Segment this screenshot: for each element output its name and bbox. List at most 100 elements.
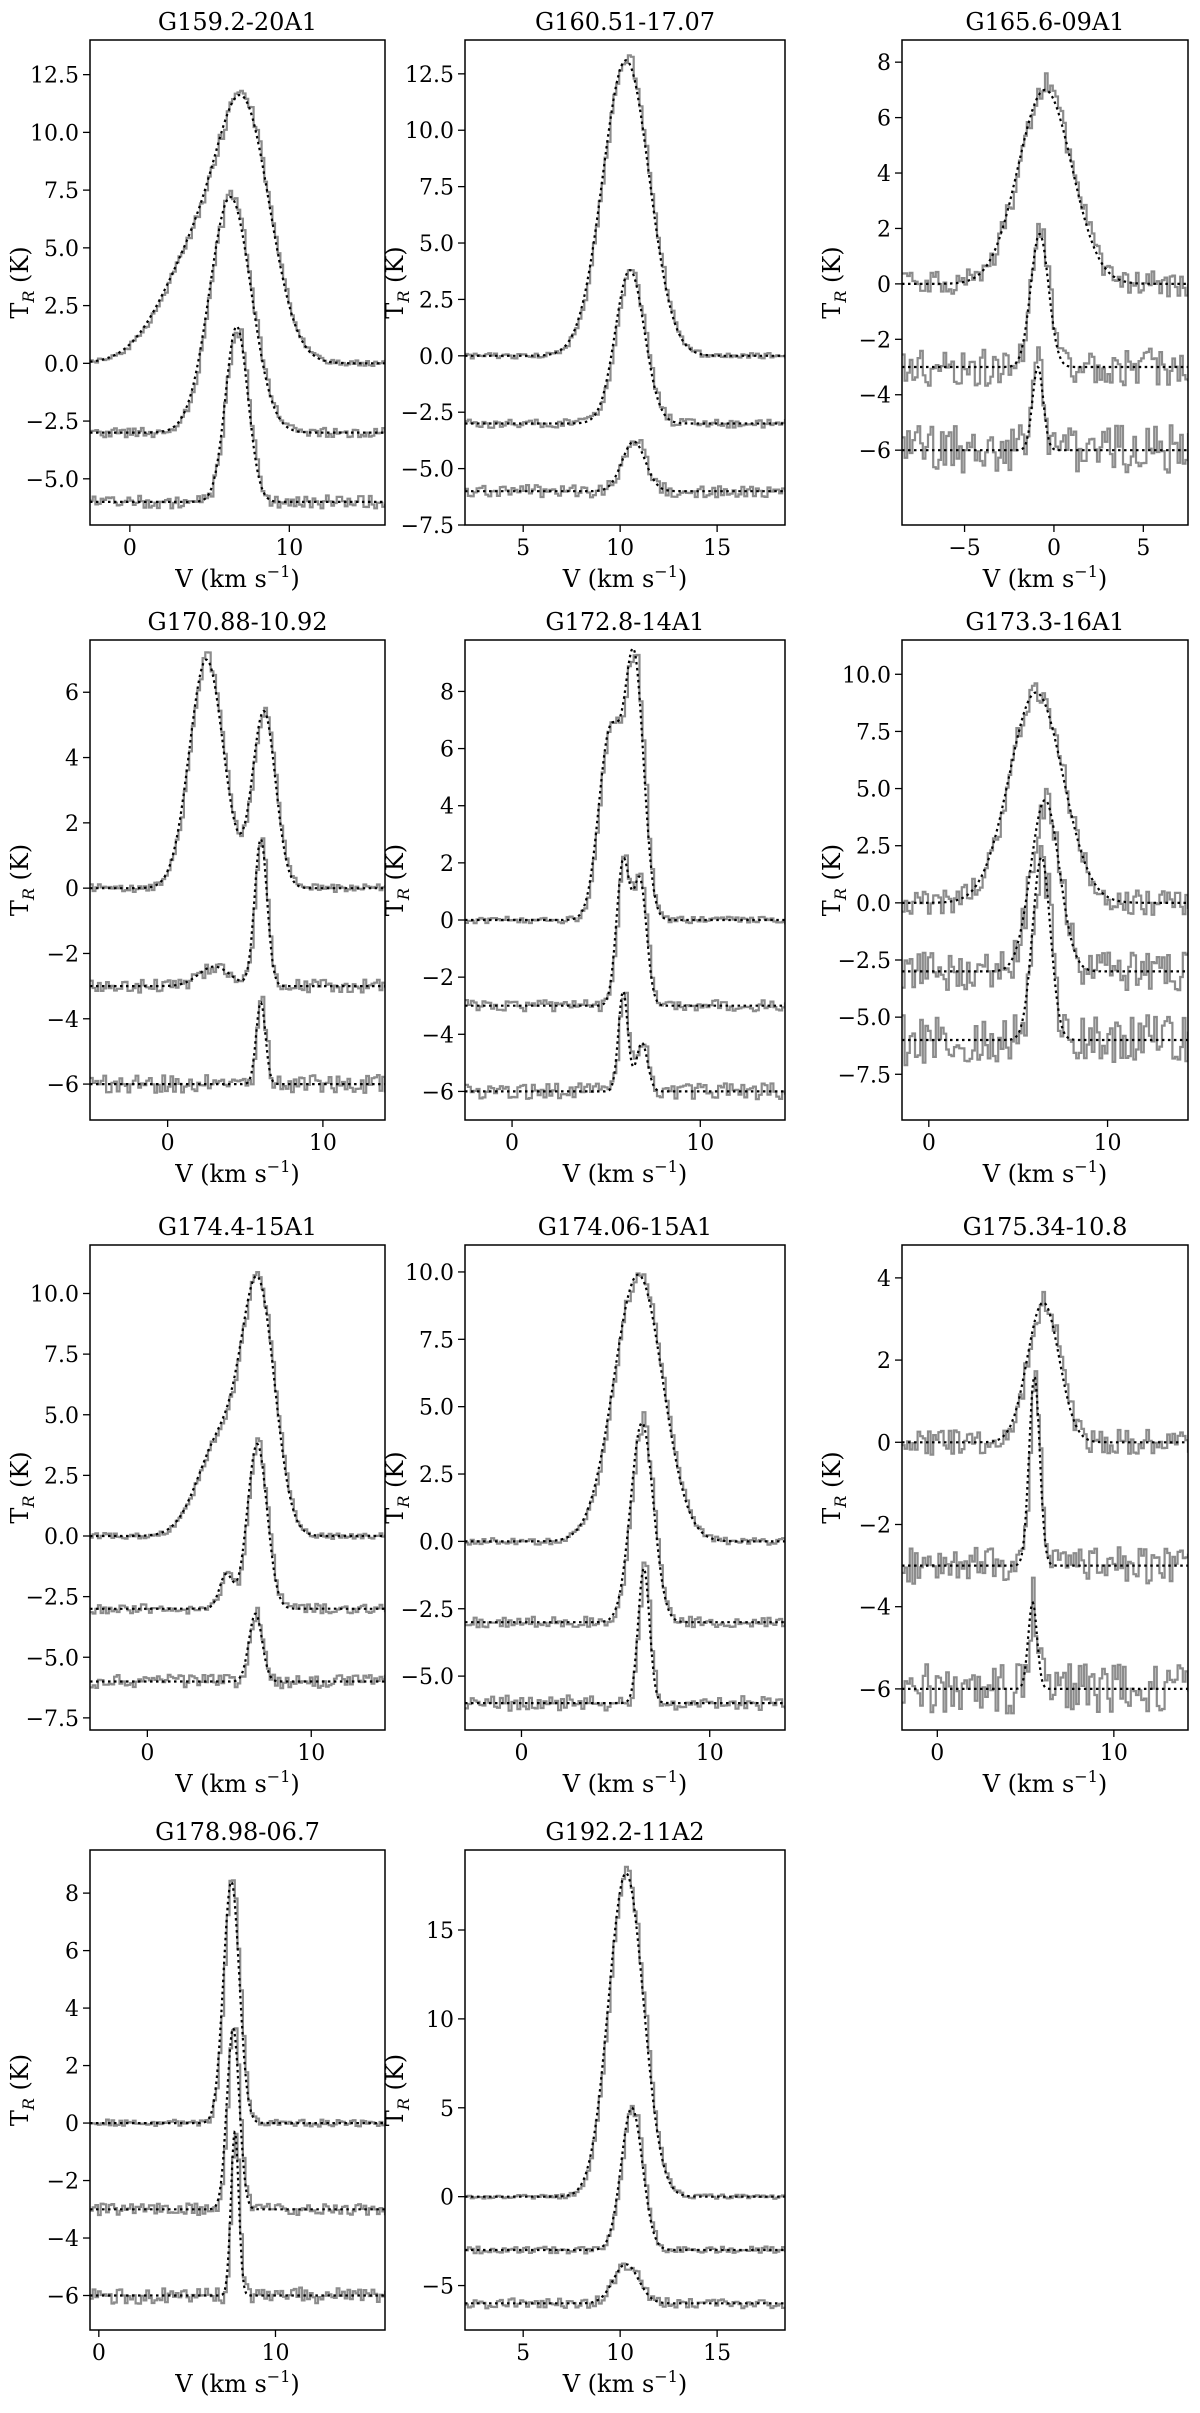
axes-frame xyxy=(89,1849,386,2331)
panel-title: G165.6-09A1 xyxy=(965,8,1124,36)
fit-spectrum-3 xyxy=(465,440,785,493)
x-label-main: V (km s xyxy=(174,1160,267,1188)
y-tick-label: −4 xyxy=(422,1023,454,1048)
y-label-sub: R xyxy=(19,1496,38,1509)
y-label-unit: (K) xyxy=(818,844,846,888)
y-label-main: T xyxy=(381,1508,409,1524)
y-label-sub: R xyxy=(19,2098,38,2111)
observed-spectrum-2 xyxy=(465,2104,785,2255)
panel-3: G165.6-09A1 −5 0 5 −6 −4 −2 0 2 4 6 8 V (km s−1) TR (… xyxy=(818,8,1189,593)
y-tick-label: 0 xyxy=(877,273,891,298)
observed-spectrum-3 xyxy=(90,2132,385,2305)
observed-spectrum-1 xyxy=(465,1865,785,2200)
y-tick-label: −6 xyxy=(47,2285,79,2310)
y-tick-label: 2.5 xyxy=(856,835,891,860)
y-label-sub: R xyxy=(394,888,413,901)
y-label-unit: (K) xyxy=(381,844,409,888)
x-tick-label: 10 xyxy=(297,1741,325,1766)
fit-spectrum-1 xyxy=(90,1880,385,2125)
fit-spectrum-2 xyxy=(465,1421,785,1624)
fit-spectrum-2 xyxy=(902,1373,1188,1567)
y-tick-label: 7.5 xyxy=(44,179,79,204)
y-tick-label: 6 xyxy=(440,738,454,763)
observed-spectrum-1 xyxy=(902,72,1188,298)
axes-frame xyxy=(464,1849,786,2331)
panel-11: G192.2-11A2 5 10 15 −5 0 5 10 15 V (km s−1) TR (K) xyxy=(381,1818,786,2398)
fit-spectrum-1 xyxy=(90,1274,385,1538)
fit-spectrum-1 xyxy=(90,658,385,890)
axes-frame xyxy=(89,639,386,1121)
panel-title: G175.34-10.8 xyxy=(963,1213,1128,1241)
panel-title: G178.98-06.7 xyxy=(155,1818,320,1846)
y-tick-label: 10 xyxy=(426,2008,454,2033)
y-label-unit: (K) xyxy=(381,1451,409,1495)
x-axis-label: V (km s−1) xyxy=(174,562,300,593)
observed-spectrum-2 xyxy=(465,1411,785,1629)
y-tick-label: 5 xyxy=(440,2097,454,2122)
observed-spectrum-3 xyxy=(90,995,385,1094)
x-tick-label: 15 xyxy=(703,2341,731,2366)
x-label-close: ) xyxy=(290,565,299,593)
y-tick-label: 2 xyxy=(877,1349,891,1374)
panel-title: G160.51-17.07 xyxy=(535,8,715,36)
x-label-close: ) xyxy=(1098,1770,1107,1798)
axes-frame xyxy=(89,1244,386,1731)
y-tick-label: 15 xyxy=(426,1919,454,1944)
x-label-exponent: −1 xyxy=(1074,1157,1098,1176)
x-label-exponent: −1 xyxy=(1074,1767,1098,1786)
y-label-main: T xyxy=(381,303,409,319)
x-label-close: ) xyxy=(290,1160,299,1188)
observed-spectrum-3 xyxy=(902,845,1188,1067)
y-tick-label: −2 xyxy=(859,328,891,353)
fit-spectrum-3 xyxy=(902,1601,1188,1690)
panel-8: G174.06-15A1 0 10 −5.0 −2.5 0.0 2.5 5.0 7.5 10.0 V… xyxy=(381,1213,786,1798)
y-tick-label: −2 xyxy=(47,2170,79,2195)
y-label-main: T xyxy=(381,900,409,916)
fit-spectrum-3 xyxy=(90,1001,385,1086)
fit-spectrum-1 xyxy=(902,1301,1188,1444)
panel-title: G159.2-20A1 xyxy=(158,8,317,36)
y-tick-label: −5.0 xyxy=(838,1006,891,1031)
fit-spectrum-1 xyxy=(465,1273,785,1543)
observed-spectrum-3 xyxy=(90,328,385,510)
panel-10: G178.98-06.7 0 10 −6 −4 −2 0 2 4 6 8 V (km s−1) TR (… xyxy=(6,1818,386,2398)
x-tick-label: 10 xyxy=(309,1131,337,1156)
y-tick-label: 2 xyxy=(65,812,79,837)
panel-title: G174.4-15A1 xyxy=(158,1213,317,1241)
y-tick-label: 2 xyxy=(877,217,891,242)
x-label-main: V (km s xyxy=(982,565,1075,593)
y-label-unit: (K) xyxy=(818,246,846,290)
y-tick-label: 4 xyxy=(65,1997,79,2022)
x-label-main: V (km s xyxy=(174,565,267,593)
x-label-main: V (km s xyxy=(174,2370,267,2398)
x-tick-label: 0 xyxy=(161,1131,175,1156)
y-axis-label: TR (K) xyxy=(381,1451,413,1523)
fit-spectrum-2 xyxy=(90,196,385,434)
y-label-sub: R xyxy=(394,291,413,304)
y-tick-label: −5.0 xyxy=(26,468,79,493)
y-tick-label: 6 xyxy=(65,681,79,706)
y-tick-label: 8 xyxy=(440,680,454,705)
x-tick-label: 10 xyxy=(686,1131,714,1156)
observed-spectrum-1 xyxy=(902,1290,1188,1456)
y-tick-label: 0.0 xyxy=(419,345,454,370)
y-tick-label: 2 xyxy=(65,2055,79,2080)
panel-2: G160.51-17.07 5 10 15 −7.5 −5.0 −2.5 0.0 2.5 5.0 7… xyxy=(381,8,786,593)
y-tick-label: −7.5 xyxy=(401,514,454,539)
observed-spectrum-1 xyxy=(90,1271,385,1540)
y-label-unit: (K) xyxy=(381,246,409,290)
plot-area xyxy=(90,651,385,1094)
y-tick-label: −4 xyxy=(47,2227,79,2252)
observed-spectrum-2 xyxy=(90,1437,385,1615)
observed-spectrum-2 xyxy=(90,2027,385,2217)
y-tick-label: 7.5 xyxy=(44,1343,79,1368)
y-tick-label: 4 xyxy=(877,1267,891,1292)
y-tick-label: −5.0 xyxy=(401,1665,454,1690)
plot-area xyxy=(465,54,785,499)
panel-title: G170.88-10.92 xyxy=(148,608,328,636)
y-tick-label: 5.0 xyxy=(44,237,79,262)
fit-spectrum-2 xyxy=(465,2106,785,2252)
y-tick-label: 10.0 xyxy=(405,1261,454,1286)
y-tick-label: −5 xyxy=(422,2275,454,2300)
observed-spectrum-1 xyxy=(465,54,785,360)
